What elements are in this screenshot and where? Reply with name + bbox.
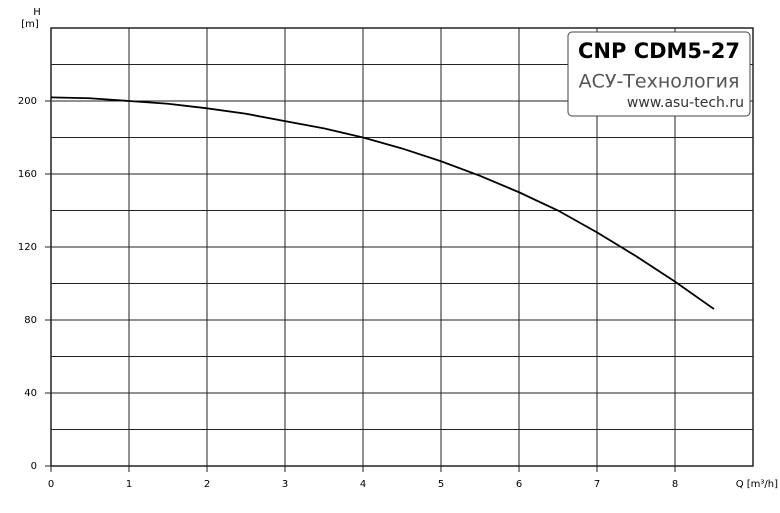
badge-url: www.asu-tech.ru <box>627 95 744 111</box>
y-tick-label: 40 <box>24 388 37 399</box>
x-tick-label: 8 <box>672 479 678 490</box>
badge-company: АСУ-Технология <box>579 71 740 93</box>
y-tick-label: 200 <box>18 96 37 107</box>
x-tick-label: 6 <box>516 479 522 490</box>
y-tick-label: 160 <box>18 169 37 180</box>
x-tick-label: 0 <box>48 479 54 490</box>
x-tick-label: 5 <box>438 479 444 490</box>
y-tick-label: 0 <box>31 461 37 472</box>
pump-curve <box>50 96 715 310</box>
y-tick-label: 80 <box>24 315 37 326</box>
badge-title: CNP CDM5-27 <box>578 39 740 63</box>
plot-frame <box>50 27 754 467</box>
x-tick-label: 3 <box>282 479 288 490</box>
x-tick-label: 4 <box>360 479 366 490</box>
badge-box <box>567 31 751 117</box>
x-axis-label: Q [m³/h] <box>736 479 778 490</box>
y-tick-label: 120 <box>18 242 37 253</box>
y-axis-unit: [m] <box>21 19 39 30</box>
x-tick-label: 7 <box>594 479 600 490</box>
x-tick-label: 2 <box>204 479 210 490</box>
y-axis-label: H <box>33 7 41 18</box>
x-tick-label: 1 <box>126 479 132 490</box>
